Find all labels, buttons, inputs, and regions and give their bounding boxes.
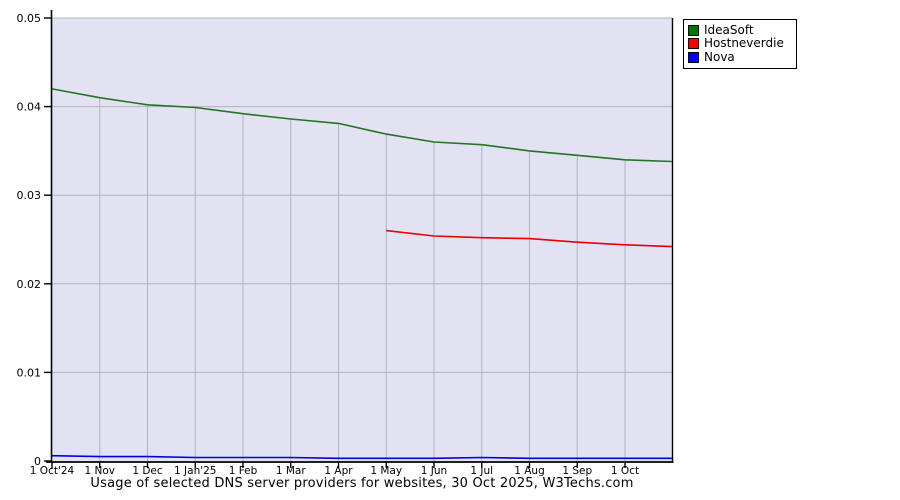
nova-swatch-icon	[688, 51, 699, 63]
x-axis-tick-label: 1 Mar	[276, 465, 307, 477]
y-axis-tick-label: 0.03	[17, 189, 42, 202]
legend-item-nova: Nova	[688, 49, 791, 64]
x-axis-tick-label: 1 Nov	[84, 465, 115, 477]
y-axis-tick-label: 0.05	[17, 12, 42, 25]
series-line-hostneverdie	[386, 229, 672, 248]
legend-label-hostneverdie: Hostneverdie	[704, 36, 784, 50]
y-axis-tick-label: 0	[34, 455, 41, 468]
legend-label-ideasoft: IdeaSoft	[704, 22, 754, 37]
x-axis-tick-label: 1 Jun	[421, 465, 447, 477]
x-axis-tick-label: 1 Sep	[562, 465, 592, 477]
legend-item-hostneverdie: Hostneverdie	[688, 37, 791, 50]
x-axis-tick-label: 1 Oct'24	[30, 465, 75, 477]
x-axis-tick-label: 1 Feb	[229, 465, 258, 477]
x-axis-tick-label: 1 Apr	[324, 465, 353, 477]
legend-item-ideasoft: IdeaSoft	[688, 22, 791, 37]
x-axis-tick-label: 1 Oct	[611, 465, 639, 477]
y-axis-tick-label: 0.01	[17, 366, 42, 379]
x-axis-tick-label: 1 Jan'25	[174, 465, 216, 477]
x-axis-tick-label: 1 May	[370, 465, 402, 477]
chart-caption: Usage of selected DNS server providers f…	[90, 476, 634, 491]
plot-area	[52, 18, 672, 461]
legend-label-nova: Nova	[704, 49, 735, 64]
hostneverdie-swatch-icon	[688, 38, 699, 49]
series-line-ideasoft	[51, 88, 672, 163]
legend: IdeaSoft Hostneverdie Nova	[683, 19, 797, 69]
y-axis-tick-label: 0.04	[17, 101, 42, 114]
ideasoft-swatch-icon	[688, 24, 699, 36]
x-axis-tick-label: 1 Dec	[132, 465, 163, 477]
y-axis-tick-label: 0.02	[17, 278, 42, 291]
x-axis-tick-label: 1 Jul	[470, 465, 493, 477]
series-line-nova	[51, 454, 672, 460]
x-axis-tick-label: 1 Aug	[514, 465, 545, 477]
